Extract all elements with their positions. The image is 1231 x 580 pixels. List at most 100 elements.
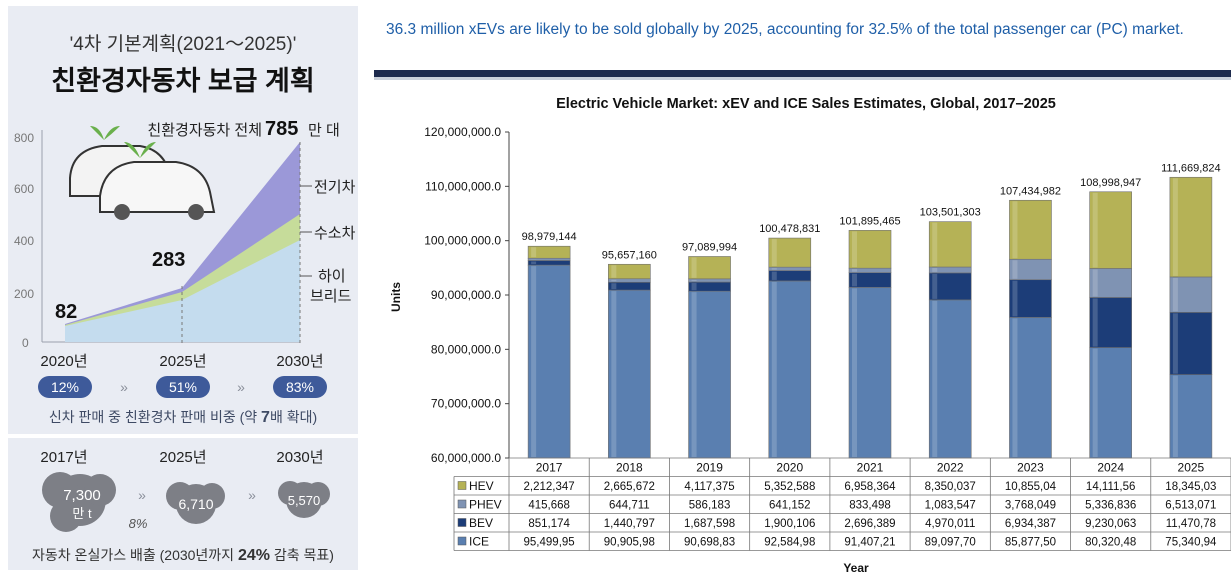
legend-swatch-ice (458, 537, 466, 545)
xev-chart: Electric Vehicle Market: xEV and ICE Sal… (374, 0, 1231, 576)
table-cell-hev-2019: 4,117,375 (684, 481, 734, 493)
y-tick-label: 60,000,000.0 (431, 451, 501, 465)
emission-year-2017: 2017년 (40, 449, 87, 466)
total-unit: 만 대 (308, 122, 340, 139)
legend-swatch-hev (458, 482, 466, 490)
table-cell-phev-2023: 3,768,049 (1005, 500, 1056, 512)
table-cell-phev-2022: 1,083,547 (925, 500, 976, 512)
table-cell-hev-2022: 8,350,037 (925, 481, 976, 493)
table-cell-bev-2024: 9,230,063 (1085, 518, 1136, 530)
bar-highlight (692, 292, 697, 457)
bar-highlight (531, 261, 536, 264)
total-label-2021: 101,895,465 (839, 215, 900, 227)
emission-year-2025: 2025년 (159, 449, 206, 466)
table-cell-phev-2025: 6,513,071 (1165, 500, 1216, 512)
bar-highlight (1093, 298, 1098, 346)
table-cell-hev-2020: 5,352,588 (764, 481, 815, 493)
emission-2017-unit: 만 t (72, 506, 92, 521)
total-label-2020: 100,478,831 (759, 223, 820, 235)
x-tick-label-2019: 2019 (696, 461, 723, 475)
bar-highlight (932, 274, 937, 299)
table-cell-phev-2017: 415,668 (528, 500, 570, 512)
value-2025: 283 (152, 249, 185, 271)
bar-highlight (852, 274, 857, 287)
infographic-canvas: '4차 기본계획(2021～2025)' 친환경자동차 보급 계획 800 60… (0, 0, 364, 576)
xev-chart-panel: 36.3 million xEVs are likely to be sold … (374, 0, 1231, 576)
table-cell-ice-2024: 80,320,48 (1085, 537, 1136, 549)
table-cell-ice-2025: 75,340,94 (1165, 537, 1217, 549)
x-tick-label-2024: 2024 (1097, 461, 1124, 475)
bar-highlight (611, 265, 616, 277)
table-cell-bev-2017: 851,174 (528, 518, 570, 530)
total-label-2025: 111,669,824 (1161, 162, 1221, 174)
emission-caption: 자동차 온실가스 배출 (2030년까지 24% 감축 목표) (32, 547, 334, 564)
bar-highlight (772, 268, 777, 269)
legend-label-bev: BEV (469, 516, 493, 530)
y-tick-600: 600 (14, 182, 34, 196)
total-label-2017: 98,979,144 (522, 231, 577, 243)
table-cell-ice-2022: 89,097,70 (925, 537, 976, 549)
y-tick-label: 70,000,000.0 (431, 397, 501, 411)
table-cell-hev-2025: 18,345,03 (1165, 481, 1216, 493)
infographic-subtitle: '4차 기본계획(2021～2025)' (70, 33, 297, 55)
emission-pct-2025: 8% (129, 516, 148, 531)
bar-highlight (1012, 281, 1017, 317)
table-cell-hev-2021: 6,958,364 (844, 481, 896, 493)
table-cell-bev-2022: 4,970,011 (925, 518, 975, 530)
y-tick-400: 400 (14, 234, 34, 248)
total-caption: 친환경자동차 전체 (147, 122, 262, 139)
bar-highlight (772, 272, 777, 280)
chart-title: Electric Vehicle Market: xEV and ICE Sal… (556, 96, 1056, 112)
bar-highlight (772, 282, 777, 457)
y-axis: 60,000,000.070,000,000.080,000,000.090,0… (424, 125, 509, 465)
bar-highlight (611, 283, 616, 289)
bar-highlight (852, 288, 857, 457)
total-label-2022: 103,501,303 (920, 207, 981, 219)
svg-text:»: » (120, 379, 128, 395)
total-label-2023: 107,434,982 (1000, 185, 1061, 197)
table-cell-bev-2023: 6,934,387 (1005, 518, 1056, 530)
table-cell-hev-2024: 14,111,56 (1086, 481, 1135, 493)
legend-swatch-bev (458, 519, 466, 527)
table-cell-phev-2021: 833,498 (849, 500, 891, 512)
bar-highlight (1012, 260, 1017, 278)
bar-highlight (772, 239, 777, 266)
bar-highlight (531, 266, 536, 457)
svg-text:»: » (248, 487, 256, 503)
year-2030: 2030년 (276, 353, 323, 370)
year-2025: 2025년 (159, 353, 206, 370)
emission-year-2030: 2030년 (276, 449, 323, 466)
value-2020: 82 (55, 301, 77, 323)
x-tick-label-2025: 2025 (1178, 461, 1205, 475)
table-cell-hev-2017: 2,212,347 (524, 481, 575, 493)
svg-text:»: » (138, 487, 146, 503)
table-cell-ice-2019: 90,698,83 (684, 537, 735, 549)
x-tick-label-2022: 2022 (937, 461, 964, 475)
table-cell-hev-2023: 10,855,04 (1005, 481, 1057, 493)
table-cell-bev-2021: 2,696,389 (844, 518, 895, 530)
share-caption: 신차 판매 중 친환경차 판매 비중 (약 7배 확대) (49, 409, 317, 426)
emission-2025-value: 6,710 (178, 496, 213, 512)
bar-highlight (692, 257, 697, 277)
y-tick-800: 800 (14, 131, 34, 145)
hybrid-label-line2: 브리드 (310, 288, 352, 305)
table-cell-ice-2018: 90,905,98 (604, 537, 655, 549)
year-2020: 2020년 (40, 353, 87, 370)
table-cell-bev-2025: 11,470,78 (1166, 518, 1216, 530)
x-tick-label-2017: 2017 (536, 461, 563, 475)
bar-highlight (1093, 269, 1098, 296)
total-label-2019: 97,089,994 (682, 241, 737, 253)
table-cell-ice-2021: 91,407,21 (844, 537, 895, 549)
y-tick-label: 100,000,000.0 (424, 234, 501, 248)
bar-highlight (1173, 313, 1178, 373)
bar-highlight (852, 269, 857, 272)
bar-highlight (611, 291, 616, 457)
table-cell-phev-2018: 644,711 (609, 500, 650, 512)
bar-highlight (852, 231, 857, 267)
bar-highlight (1012, 318, 1017, 457)
y-tick-label: 110,000,000.0 (425, 179, 501, 193)
bar-highlight (1093, 193, 1098, 268)
legend-label-hev: HEV (469, 479, 494, 493)
y-tick-label: 90,000,000.0 (431, 288, 501, 302)
share-badges: 12% » 51% » 83% (38, 376, 327, 398)
